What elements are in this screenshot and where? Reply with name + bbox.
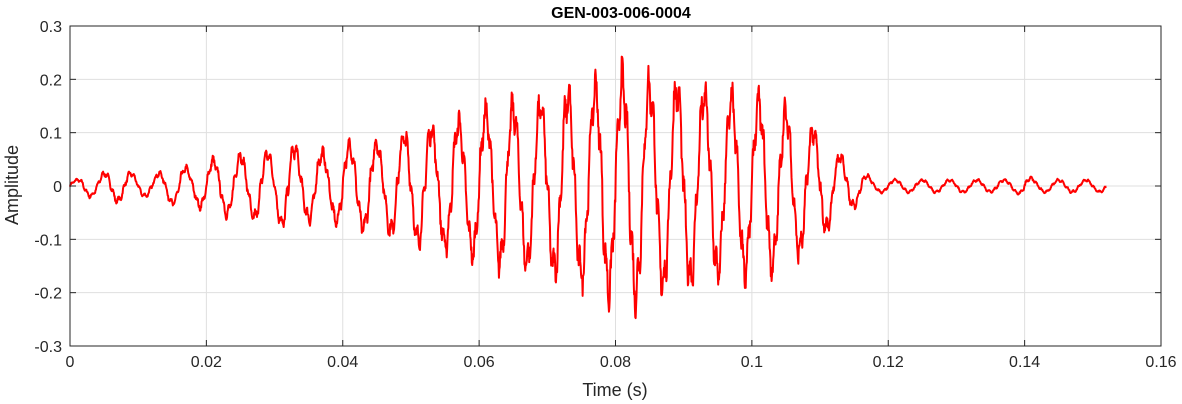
y-tick-label: 0.1: [40, 126, 62, 143]
label-layer: GEN-003-006-0004 Time (s) Amplitude: [2, 5, 691, 400]
y-tick-label: -0.2: [34, 286, 62, 303]
y-tick-label: 0: [53, 179, 62, 196]
x-tick-label: 0.04: [327, 354, 358, 371]
y-tick-label: -0.3: [34, 339, 62, 356]
y-tick-label: 0.2: [40, 72, 62, 89]
x-tick-label: 0.08: [600, 354, 631, 371]
x-tick-label: 0.14: [1009, 354, 1040, 371]
y-axis-label: Amplitude: [2, 145, 22, 225]
x-tick-label: 0.1: [741, 354, 763, 371]
y-tick-label: 0.3: [40, 19, 62, 36]
x-tick-label: 0.16: [1145, 354, 1176, 371]
x-axis-label: Time (s): [582, 380, 647, 400]
x-tick-label: 0.02: [191, 354, 222, 371]
series-layer: [69, 55, 1108, 320]
x-tick-label: 0.12: [873, 354, 904, 371]
x-tick-label: 0.06: [464, 354, 495, 371]
y-tick-label: -0.1: [34, 232, 62, 249]
chart-title: GEN-003-006-0004: [551, 5, 691, 22]
tick-layer: 0 0.02 0.04 0.06 0.08 0.1 0.12 0.14 0.16 -0.3 -0.2…: [34, 19, 1176, 371]
series-line-0: [69, 55, 1108, 320]
x-tick-label: 0: [66, 354, 75, 371]
